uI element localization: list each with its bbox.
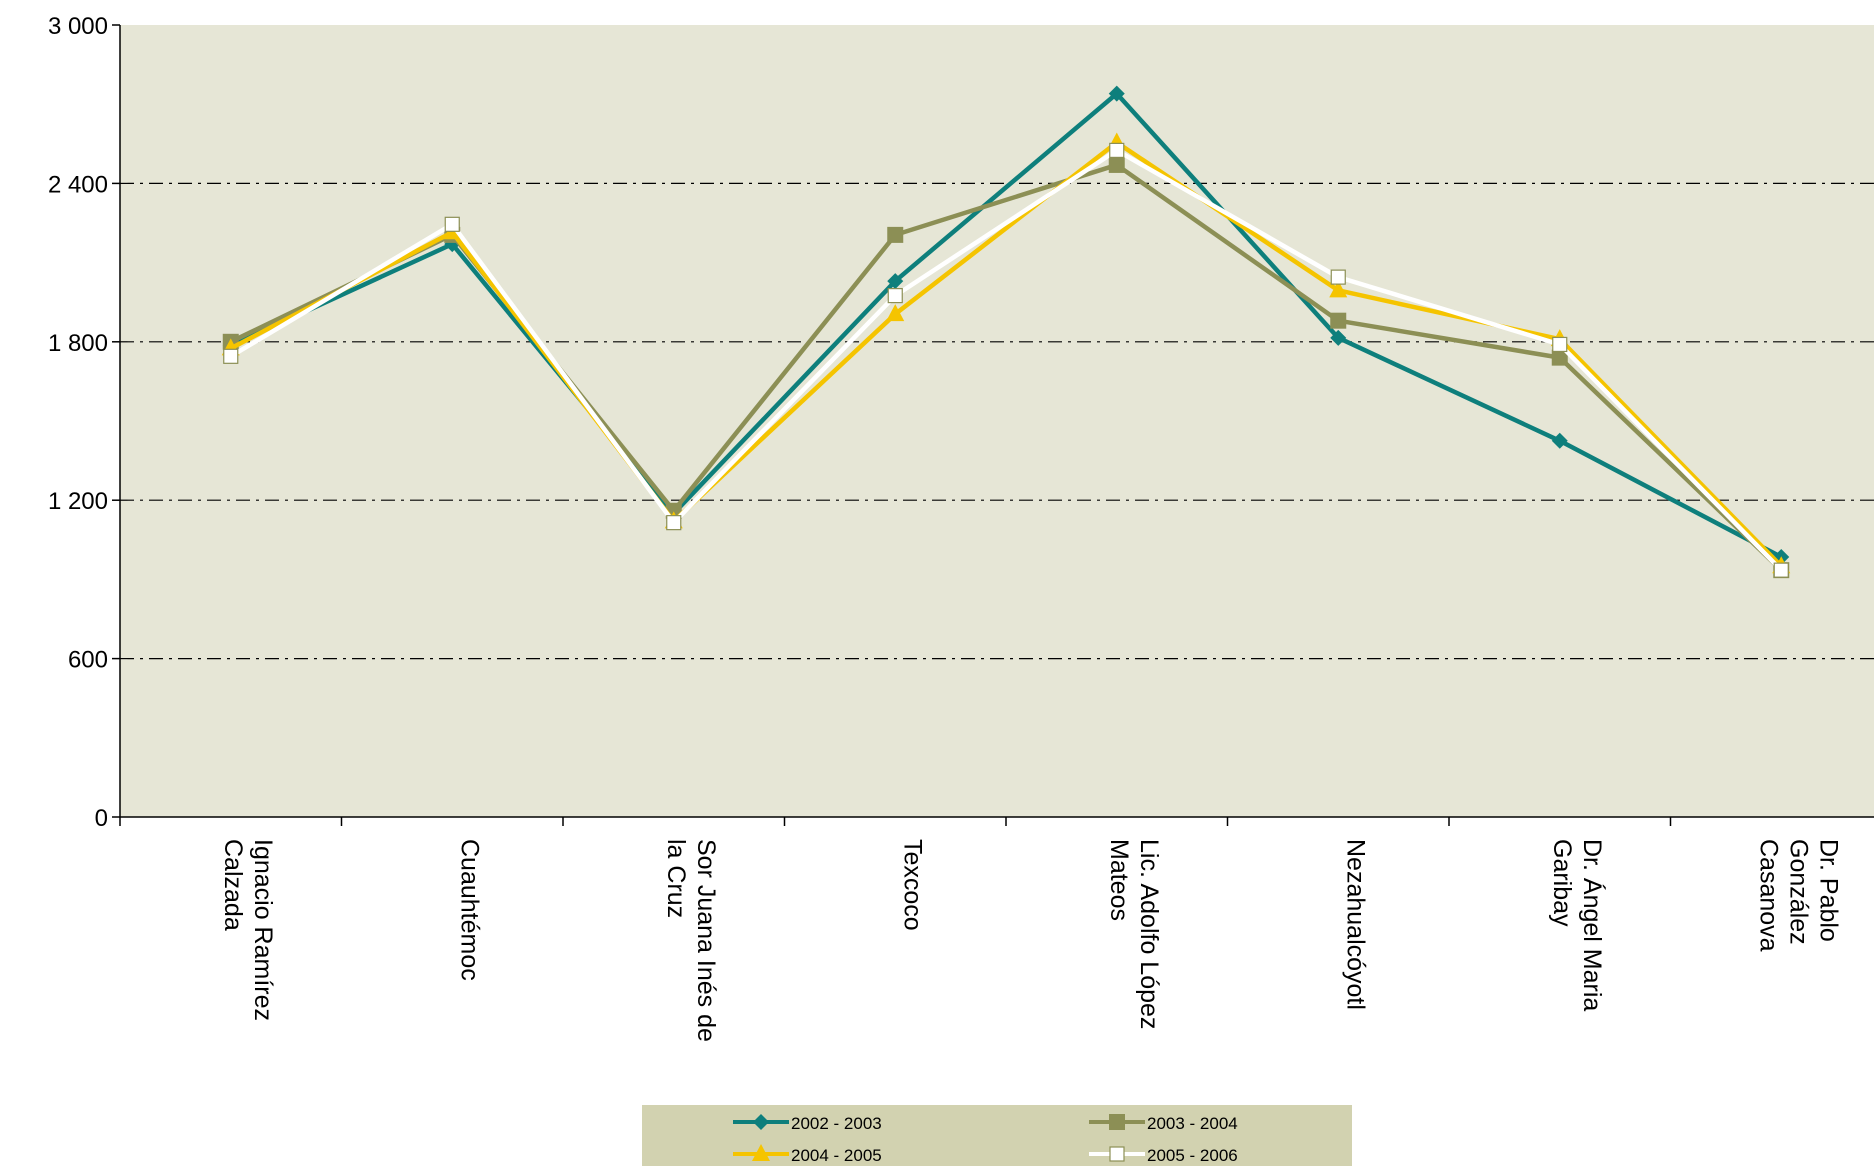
x-tick-label: Nezahualcóyotl xyxy=(1341,839,1369,1010)
x-tick-label-line: Nezahualcóyotl xyxy=(1341,839,1369,1010)
x-tick-label-line: Calzada xyxy=(219,839,247,931)
x-tick-label-line: la Cruz xyxy=(662,839,690,918)
series-layer xyxy=(221,85,1791,579)
legend-swatch-marker xyxy=(1109,1114,1125,1130)
data-point xyxy=(887,288,903,304)
data-point xyxy=(887,226,904,243)
legend-item: 2002 - 2003 xyxy=(733,1114,882,1133)
legend-label: 2005 - 2006 xyxy=(1147,1146,1238,1165)
x-tick-label-line: Texcoco xyxy=(898,839,926,931)
data-point xyxy=(1329,280,1348,298)
y-axis-ticks: 0 600 1 200 1 800 2 400 3 000 xyxy=(48,13,120,832)
x-tick-label-line: Cuauhtémoc xyxy=(455,839,483,981)
legend-swatch-marker xyxy=(1109,1146,1125,1162)
x-tick-label-line: Mateos xyxy=(1105,839,1133,921)
data-point xyxy=(1108,85,1125,102)
y-tick-label: 3 000 xyxy=(48,13,108,40)
data-point xyxy=(1330,269,1346,285)
data-point xyxy=(1109,142,1125,158)
data-point xyxy=(886,304,905,322)
x-tick-label-line: González xyxy=(1784,839,1812,945)
legend-item: 2005 - 2006 xyxy=(1089,1146,1238,1165)
y-tick-label: 600 xyxy=(68,647,108,674)
x-tick-label-line: Dr. Pablo xyxy=(1814,839,1842,942)
x-tick-label-line: Lic. Adolfo López xyxy=(1135,839,1163,1029)
y-tick-label: 0 xyxy=(95,805,108,832)
series-line xyxy=(229,148,1783,572)
series-line xyxy=(229,91,1783,559)
legend-label: 2003 - 2004 xyxy=(1147,1114,1238,1133)
plot-area xyxy=(120,25,1874,817)
data-point xyxy=(1551,349,1568,366)
data-point xyxy=(1552,336,1568,353)
y-tick-label: 1 200 xyxy=(48,488,108,515)
data-point xyxy=(887,273,904,290)
data-point xyxy=(666,515,682,531)
data-point xyxy=(1330,329,1347,346)
legend-swatch-marker xyxy=(752,1144,770,1161)
legend-item: 2004 - 2005 xyxy=(733,1144,882,1165)
data-point xyxy=(1330,312,1347,329)
legend-box xyxy=(642,1105,1352,1166)
x-tick-label-line: Sor Juana Inés de xyxy=(692,839,720,1042)
x-tick-label-line: Dr. Ángel Maria xyxy=(1578,839,1607,1011)
y-tick-label: 2 400 xyxy=(48,171,108,198)
legend-swatch-marker xyxy=(753,1114,769,1130)
x-tick-label: Texcoco xyxy=(898,839,926,931)
data-point xyxy=(223,348,239,364)
x-tick-label: Cuauhtémoc xyxy=(455,839,483,981)
x-tick-label-line: Ignacio Ramírez xyxy=(249,839,277,1021)
legend: 2002 - 2003 2003 - 2004 2004 - 2005 2005 - … xyxy=(642,1105,1352,1166)
data-point xyxy=(1773,562,1789,578)
legend-label: 2002 - 2003 xyxy=(791,1114,882,1133)
grid-lines xyxy=(120,182,1874,660)
legend-label: 2004 - 2005 xyxy=(791,1146,882,1165)
data-point xyxy=(444,216,460,232)
y-tick-label: 1 800 xyxy=(48,330,108,357)
x-tick-label-line: Garibay xyxy=(1548,839,1576,927)
legend-item: 2003 - 2004 xyxy=(1089,1114,1238,1133)
data-point xyxy=(1108,156,1125,173)
data-point xyxy=(1551,432,1568,449)
x-tick-label-line: Casanova xyxy=(1754,839,1782,952)
series-2005-2006 xyxy=(223,142,1789,578)
